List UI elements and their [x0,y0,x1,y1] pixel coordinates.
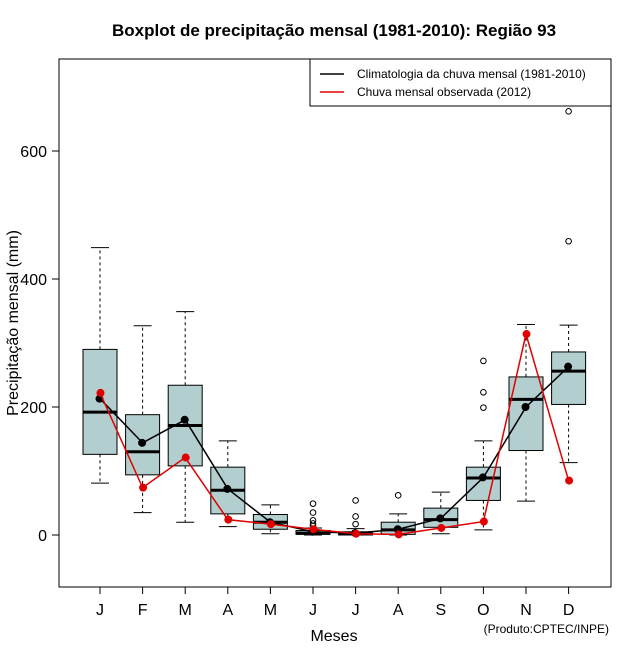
plot-frame [58,58,612,588]
x-tick-label: A [393,602,404,619]
x-tick-label: J [96,602,104,619]
x-tick-label: S [435,602,446,619]
boxes-group [82,108,587,536]
outlier-point [352,497,359,504]
outlier-point [309,500,317,507]
series-point-climatology [564,362,573,371]
series-point-observed [394,530,403,539]
box-11 [508,323,544,502]
x-tick-label: M [179,602,192,619]
series-point-observed [266,520,275,529]
outlier-point [480,404,487,411]
x-axis-label: Meses [310,628,357,645]
x-tick-label: N [520,602,532,619]
series-line-observed [99,331,570,536]
y-tick-label: 200 [20,400,47,417]
y-axis: 0 200 400 600 [20,144,59,545]
x-tick-label: J [352,602,360,619]
series-point-observed [522,330,531,339]
box-10 [465,357,501,531]
series-point-climatology [223,484,232,493]
outlier-point [394,492,402,499]
y-tick-label: 0 [38,528,47,545]
box-4 [210,440,246,528]
series-lines-group [95,330,574,539]
outlier-point [480,388,487,396]
x-tick-label: F [138,602,148,619]
y-axis-label: Precipitação mensal (mm) [5,230,22,416]
series-point-observed [139,483,148,492]
legend: Climatologia da chuva mensal (1981-2010)… [309,58,612,107]
box-12 [551,108,587,464]
x-tick-label: D [563,602,575,619]
outlier-point [352,513,359,520]
outlier-point [565,237,572,245]
series-point-observed [309,525,318,534]
y-tick-label: 600 [20,144,47,161]
box-1 [82,247,118,484]
series-point-observed [352,529,361,538]
series-point-observed [224,515,233,524]
x-tick-label: O [477,602,489,619]
legend-climatology-label: Climatologia da chuva mensal (1981-2010) [357,67,586,81]
series-point-observed [437,523,446,532]
series-point-observed [96,388,105,397]
credit-label: (Produto:CPTEC/INPE) [484,622,609,636]
outlier-point [480,357,487,365]
series-point-observed [181,453,190,462]
chart-title: Boxplot de precipitação mensal (1981-201… [112,21,556,40]
series-point-climatology [138,438,147,447]
legend-box [309,58,612,107]
outlier-point [565,108,572,115]
y-tick-label: 400 [20,272,47,289]
x-tick-label: J [309,602,317,619]
series-point-climatology [436,514,445,523]
outlier-point [309,509,317,516]
box-iqr [508,376,544,452]
box-2 [125,325,161,514]
x-tick-label: A [222,602,233,619]
outlier-point [309,516,317,524]
box-iqr [125,414,161,476]
series-point-climatology [521,403,530,411]
series-line-climatology [99,366,570,534]
x-tick-label: M [264,602,277,619]
legend-observed-label: Chuva mensal observada (2012) [357,85,531,99]
series-point-climatology [180,415,189,424]
series-point-observed [479,517,488,526]
series-point-observed [565,476,574,485]
outlier-point [352,520,359,528]
series-point-climatology [478,473,487,482]
